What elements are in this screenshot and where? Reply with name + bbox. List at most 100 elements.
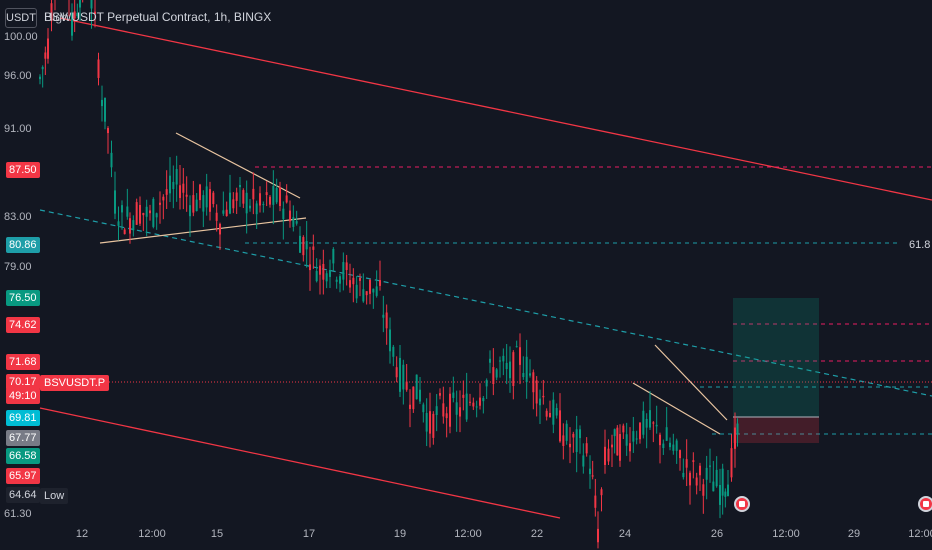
candle-body-111 [399,357,401,392]
candle-body-134 [475,406,478,408]
candle-body-142 [502,355,505,362]
candle-body-190 [659,434,661,446]
price-axis[interactable]: 100.00 96.00 91.00 83.00 79.00 61.30 [0,0,40,522]
candle-body-170 [594,495,597,508]
candle-body-87 [319,265,321,275]
candle-body-39 [159,202,161,205]
candle-body-180 [625,434,628,446]
candle-body-117 [419,389,421,402]
candle-body-77 [285,195,288,203]
candle-body-168 [589,468,591,475]
candle-body-211 [727,484,729,496]
candle-body-96 [349,280,351,288]
candle-body-116 [415,374,418,400]
candle-body-29 [126,206,129,217]
time-tick: 24 [618,528,632,540]
candle-body-18 [90,0,93,9]
candle-body-178 [619,434,621,461]
candle-body-58 [222,210,225,214]
candle-body-59 [225,209,228,217]
candle-body-14 [79,0,81,8]
candle-body-100 [362,289,365,302]
candle-body-181 [629,443,631,452]
candle-body-138 [489,358,491,363]
candle-body-166 [582,455,585,467]
candle-body-182 [632,431,635,442]
time-tick: 12:00 [138,528,166,540]
candle-body-208 [719,485,721,505]
candle-body-191 [662,443,665,449]
candle-body-3 [47,38,49,59]
candle-body-84 [309,264,311,271]
candle-body-200 [692,460,695,462]
triangle-lower [99,217,307,244]
candle-body-2 [44,52,47,59]
candle-body-206 [712,481,715,492]
candle-body-105 [379,280,381,286]
candle-body-188 [652,422,655,424]
candle-body-143 [505,362,508,370]
price-tag: 65.97 [6,468,40,484]
candle-body-23 [107,128,109,134]
candle-body-74 [275,187,278,203]
candle-body-113 [405,381,408,390]
candle-body-46 [182,183,185,193]
price-tag: 87.50 [6,162,40,178]
candle-body-194 [672,444,675,451]
candle-body-163 [572,433,575,438]
candle-body-4 [50,3,53,22]
candle-body-60 [229,192,231,214]
candle-body-82 [302,237,305,256]
candle-body-193 [669,442,671,448]
candle-body-130 [462,394,465,398]
candle-body-124 [442,403,445,417]
candle-body-127 [452,392,455,398]
candle-body-155 [545,410,548,417]
price-tick: 79.00 [4,261,32,273]
us-flag-icon[interactable] [918,496,932,512]
wedge-lower [632,382,721,435]
candle-body-114 [409,404,411,409]
us-flag-icon[interactable] [734,496,750,512]
candle-body-30 [129,218,131,234]
price-tag: 66.58 [6,448,40,464]
candle-body-89 [325,273,328,282]
candle-body-140 [495,369,498,378]
candle-body-107 [385,312,388,329]
price-tick: 100.00 [4,31,38,43]
candle-body-28 [123,229,126,235]
candle-body-70 [262,204,265,206]
candle-body-207 [715,469,718,487]
time-tick: 17 [302,528,316,540]
candle-body-212 [730,448,733,478]
candle-body-153 [539,398,541,406]
candle-body-75 [279,187,281,207]
candle-body-132 [469,401,471,403]
candle-body-106 [382,314,385,318]
price-tick: 61.30 [4,508,32,520]
candle-body-49 [192,195,195,213]
candle-body-57 [219,223,221,235]
candle-body-104 [375,286,378,296]
candle-body-38 [155,213,158,218]
candle-body-128 [455,402,458,415]
chart-title: High BSV/USDT Perpetual Contract, 1h, BI… [44,10,271,24]
candle-body-37 [152,198,155,227]
symbol-title[interactable]: BSV/USDT Perpetual Contract, 1h, BINGX [44,10,272,24]
candle-body-11 [71,13,73,36]
candle-body-151 [532,372,535,393]
candle-body-78 [289,210,291,222]
candle-body-150 [529,373,531,376]
candle-body-165 [579,429,581,439]
candle-body-184 [639,422,641,440]
candle-body-139 [492,367,495,385]
candle-body-145 [512,352,515,387]
candle-body-209 [721,468,724,496]
candle-body-13 [76,13,79,17]
price-tag: 67.77 [6,430,40,446]
candle-body-51 [199,184,201,201]
currency-button[interactable]: USDT [5,8,37,28]
candle-body-159 [559,410,561,442]
candle-body-185 [642,410,645,435]
